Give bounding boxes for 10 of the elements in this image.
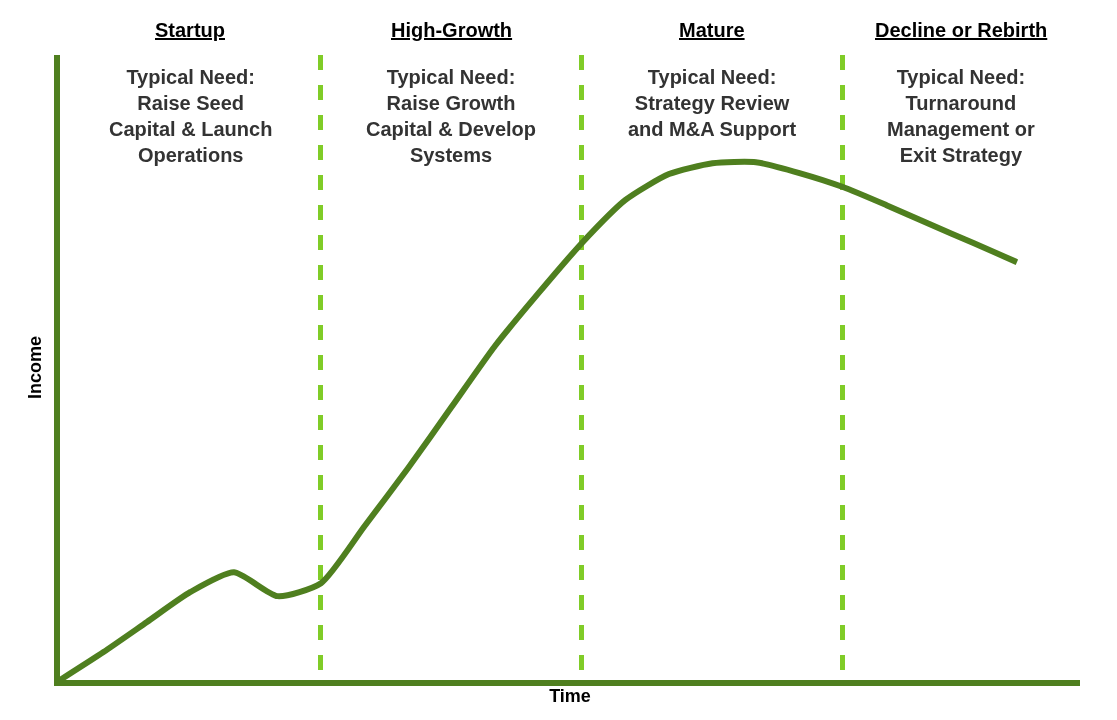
text: Mature [679,19,745,41]
annotation: Typical Need: Raise Seed Capital & Launch Operations [109,66,273,166]
annotation: Typical Need: Raise Growth Capital & Develop Systems [366,66,537,166]
text: Typical Need: Strategy Review and M&A Support [628,66,797,140]
text: Decline or Rebirth [875,19,1048,41]
annotation: Typical Need: Turnaround Management or Exit Strategy [887,66,1036,166]
text: Startup [155,19,225,41]
y-axis-title: Income [24,335,45,400]
text: High-Growth [391,19,513,41]
x-axis-title: Time [549,686,591,706]
